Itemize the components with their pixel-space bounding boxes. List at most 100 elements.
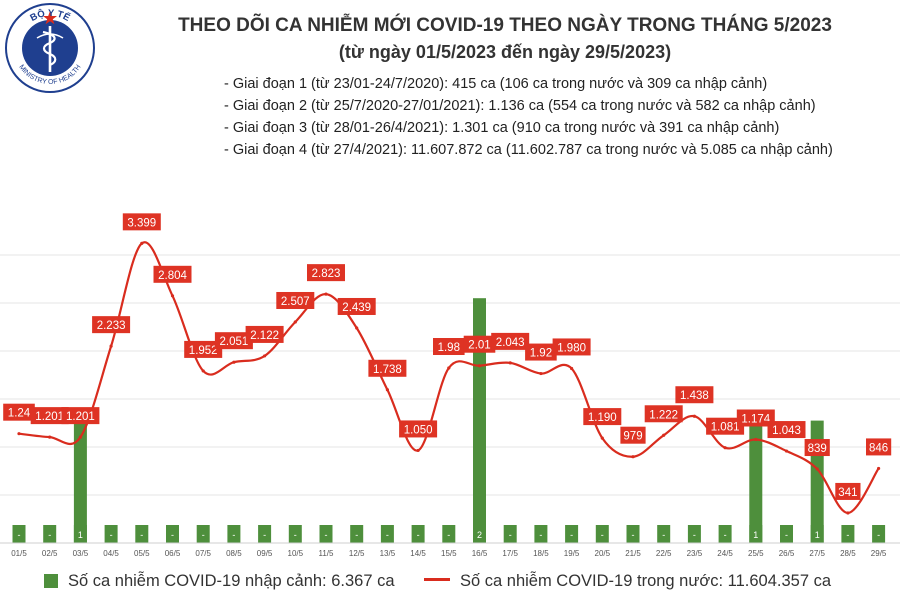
bar-data-label: -	[570, 530, 573, 540]
line-point	[17, 432, 21, 436]
line-point	[815, 467, 819, 471]
line-point	[140, 241, 144, 245]
x-tick-label: 03/5	[73, 549, 89, 558]
x-tick-label: 12/5	[349, 549, 365, 558]
line-point	[78, 435, 82, 439]
line-point	[784, 449, 789, 453]
ministry-of-health-logo: BỘ Y TẾ MINISTRY OF HEALTH	[5, 3, 95, 93]
line-data-label: 2.507	[281, 296, 310, 308]
bar-data-label: -	[18, 530, 21, 540]
line-data-label: 1.24	[8, 408, 31, 420]
line-point	[877, 466, 881, 471]
line-point	[109, 344, 113, 348]
phase-note-4: - Giai đoạn 4 (từ 27/4/2021): 11.607.872…	[224, 142, 833, 158]
line-point	[662, 433, 666, 437]
bar-label-box	[166, 525, 179, 543]
line-data-label: 1.201	[35, 411, 64, 423]
bar-label-box	[319, 525, 333, 543]
line-label-box	[245, 325, 284, 343]
line-label-box	[644, 405, 683, 423]
line-label-box	[337, 297, 376, 315]
line-label-box	[736, 409, 775, 427]
line-data-label: 839	[808, 443, 827, 455]
phase-note-1: - Giai đoạn 1 (từ 23/01-24/7/2020): 415 …	[224, 76, 768, 92]
line-point	[293, 320, 297, 324]
bar-label-box	[503, 525, 517, 543]
line-label-box	[61, 407, 100, 425]
line-point	[170, 294, 175, 298]
line-point	[570, 366, 574, 371]
line-data-label: 2.233	[97, 320, 126, 332]
line-label-box	[30, 407, 69, 425]
legend-label-imported: Số ca nhiễm COVID-19 nhập cảnh: 6.367 ca	[68, 572, 395, 590]
bar-data-label: -	[417, 530, 420, 540]
x-tick-label: 15/5	[441, 549, 457, 558]
x-tick-label: 02/5	[42, 549, 58, 558]
line-point	[48, 435, 52, 439]
line-data-label: 341	[838, 487, 857, 499]
line-label-box	[184, 340, 223, 358]
line-label-box	[583, 408, 622, 426]
line-data-label: 1.952	[189, 345, 218, 357]
line-data-label: 1.201	[66, 411, 95, 423]
line-data-label: 1.98	[438, 342, 460, 354]
bar-label-box	[595, 525, 609, 543]
line-data-label: 2.051	[220, 336, 249, 348]
line-label-box	[706, 417, 745, 435]
bar-label-box	[227, 525, 241, 543]
bar-data-label: -	[232, 530, 235, 540]
bar-label-box	[288, 525, 302, 543]
x-tick-label: 08/5	[226, 549, 242, 558]
phase-notes: - Giai đoạn 1 (từ 23/01-24/7/2020): 415 …	[224, 73, 833, 161]
bar-data-label: -	[355, 530, 358, 540]
x-tick-label: 06/5	[165, 549, 181, 558]
line-point	[723, 446, 727, 450]
svg-text:BỘ Y TẾ: BỘ Y TẾ	[28, 7, 71, 23]
line-label-box	[767, 421, 806, 439]
line-point	[324, 292, 328, 296]
line-label-box	[122, 213, 161, 231]
bar-data-label: -	[140, 530, 143, 540]
bar-data-label: -	[785, 530, 788, 540]
bar-label-box	[473, 525, 486, 543]
bar-imported	[73, 420, 87, 543]
x-tick-label: 05/5	[134, 549, 150, 558]
bar-label-box	[380, 525, 394, 543]
line-point	[631, 455, 635, 459]
line-point	[232, 360, 236, 364]
bar-data-label: -	[325, 530, 328, 540]
bar-label-box	[43, 525, 57, 543]
bar-data-label: -	[294, 530, 297, 540]
legend-label-domestic: Số ca nhiễm COVID-19 trong nước: 11.604.…	[460, 572, 832, 590]
line-data-label: 1.738	[373, 364, 402, 376]
bar-label-box	[872, 525, 886, 543]
x-tick-label: 21/5	[625, 549, 641, 558]
bar-label-box	[196, 525, 210, 543]
line-point	[477, 364, 482, 368]
bar-label-box	[534, 525, 548, 543]
line-point	[754, 437, 758, 442]
line-label-box	[92, 316, 131, 334]
x-tick-label: 23/5	[687, 549, 703, 558]
bar-imported	[473, 298, 486, 543]
line-data-label: 979	[623, 431, 642, 443]
bar-label-box	[626, 525, 640, 543]
legend-item-imported: Số ca nhiễm COVID-19 nhập cảnh: 6.367 ca	[44, 572, 395, 591]
line-data-label: 1.222	[649, 409, 678, 421]
bar-label-box	[73, 525, 87, 543]
line-point	[539, 371, 543, 376]
bar-label-box	[841, 525, 855, 543]
x-tick-label: 24/5	[717, 549, 733, 558]
x-tick-label: 17/5	[502, 549, 518, 558]
legend-swatch-bar	[44, 574, 58, 588]
bar-data-label: -	[386, 530, 389, 540]
bar-data-label: 1	[815, 530, 820, 540]
x-tick-label: 18/5	[533, 549, 549, 558]
logo-text-top: BỘ Y TẾ	[28, 7, 71, 23]
bar-data-label: -	[171, 530, 174, 540]
bar-label-box	[780, 525, 793, 543]
line-point	[846, 511, 850, 515]
line-data-label: 1.043	[772, 425, 801, 437]
x-tick-label: 09/5	[257, 549, 273, 558]
bar-data-label: -	[693, 530, 696, 540]
